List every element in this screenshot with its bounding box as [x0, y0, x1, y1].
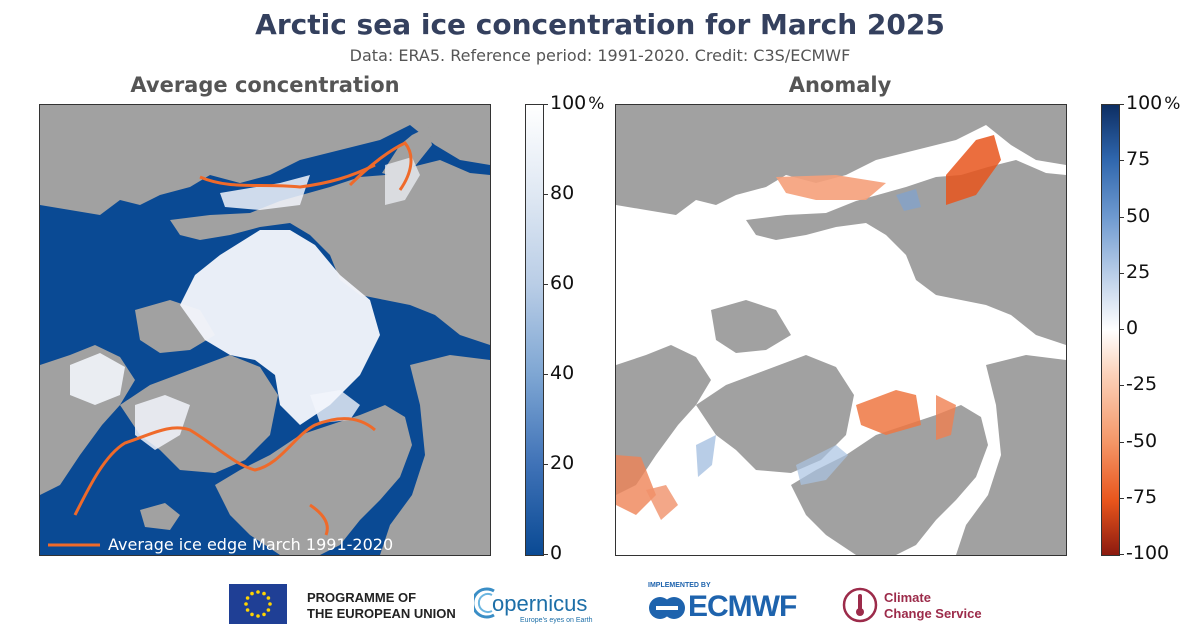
c3s-text: Climate Change Service: [884, 590, 982, 622]
anomaly-tick-mark: [1119, 216, 1124, 218]
concentration-tick-label: 80: [550, 182, 575, 204]
anomaly-patches: [616, 135, 1001, 520]
implemented-by-text: IMPLEMENTED BY: [648, 582, 711, 589]
anomaly-tick-label: -100: [1126, 542, 1170, 564]
ice-bering: [220, 175, 310, 210]
c3s-line2: Change Service: [884, 606, 982, 621]
copernicus-c-icon: [474, 587, 495, 619]
anomaly-tick-label: 75: [1126, 148, 1151, 171]
anomaly-tick-label: 0: [1126, 317, 1139, 339]
anomaly-land-archipelago: [711, 300, 791, 353]
anomaly-land-masses: [616, 105, 1066, 555]
anomaly-tick-mark: [1119, 441, 1124, 443]
ice-edge-atlantic: [73, 417, 376, 516]
anomaly-unit-label: %: [1164, 94, 1181, 114]
anomaly-bering: [776, 175, 886, 200]
concentration-tick-mark: [543, 464, 548, 465]
left-panel-title: Average concentration: [130, 73, 400, 97]
anomaly-labrador: [616, 455, 656, 515]
anomaly-land-scandinavia: [791, 405, 988, 555]
copernicus-tagline: Europe's eyes on Earth: [520, 617, 593, 624]
copernicus-name: opernicus: [492, 591, 588, 616]
ecmwf-logo: ECMWF: [648, 590, 818, 624]
page-title: Arctic sea ice concentration for March 2…: [255, 8, 945, 41]
page-subtitle: Data: ERA5. Reference period: 1991-2020.…: [349, 46, 851, 65]
ice-edge-line: [73, 141, 413, 536]
anomaly-tick-mark: [1119, 554, 1124, 555]
copernicus-logo: opernicus Europe's eyes on Earth: [474, 583, 604, 628]
anomaly-tick-mark: [1119, 272, 1124, 274]
concentration-tick-label: 60: [550, 272, 575, 294]
anomaly-tick-mark: [1119, 329, 1124, 330]
anomaly-barents: [856, 390, 921, 435]
land-scandinavia: [215, 405, 412, 555]
anomaly-okhotsk: [946, 135, 1001, 205]
anomaly-land-greenland: [696, 355, 854, 473]
anomaly-land-siberia-main: [746, 160, 1066, 345]
anomaly-tick-label: -25: [1126, 373, 1158, 396]
concentration-colorbar: [525, 104, 544, 556]
concentration-map: Average ice edge March 1991-2020: [39, 104, 491, 556]
anomaly-kara: [936, 395, 956, 440]
land-europe-east: [380, 355, 490, 555]
ice-edge-okhotsk: [348, 141, 413, 191]
anomaly-tick-mark: [1119, 497, 1124, 499]
ice-hudson-bay: [70, 353, 125, 405]
concentration-tick-label: 40: [550, 362, 575, 384]
concentration-tick-label: 0: [550, 542, 563, 564]
concentration-unit-label: %: [588, 94, 605, 114]
ecmwf-mark-icon: [649, 597, 685, 619]
anomaly-map-svg: [616, 105, 1066, 555]
concentration-tick-label: 20: [550, 452, 575, 474]
anomaly-tick-label: 100%: [1126, 92, 1181, 114]
concentration-tick-mark: [543, 374, 548, 375]
ice-edge-baltic: [309, 503, 329, 536]
anomaly-map: [615, 104, 1067, 556]
anomaly-east-blue: [796, 445, 848, 485]
land-siberia-north: [40, 105, 490, 215]
ice-edge-bering: [199, 163, 376, 189]
anomaly-baffin-blue: [696, 435, 716, 477]
right-panel-title: Anomaly: [788, 73, 892, 97]
anomaly-greenland-sea: [646, 485, 678, 520]
c3s-thermometer-icon: [841, 586, 879, 624]
concentration-tick-mark: [543, 104, 548, 105]
anomaly-chukchi-blue: [896, 189, 921, 211]
c3s-line1: Climate: [884, 590, 931, 605]
anomaly-tick-label: 25: [1126, 260, 1151, 283]
eu-line1: PROGRAMME OF: [307, 590, 417, 605]
eu-programme-text: PROGRAMME OF THE EUROPEAN UNION: [307, 590, 456, 622]
anomaly-land-siberia-north: [616, 105, 1066, 215]
eu-line2: THE EUROPEAN UNION: [307, 606, 456, 621]
land-siberia-main: [170, 160, 490, 345]
legend-label: Average ice edge March 1991-2020: [108, 535, 394, 554]
anomaly-land-europe-east: [956, 355, 1066, 555]
ice-central-arctic: [180, 230, 380, 425]
anomaly-tick-mark: [1119, 385, 1124, 387]
anomaly-colorbar: [1101, 104, 1120, 556]
ice-barents: [310, 390, 360, 423]
anomaly-tick-mark: [1119, 104, 1124, 105]
concentration-tick-mark: [543, 194, 548, 195]
ice-baffin: [135, 395, 190, 450]
eu-flag-icon: [229, 584, 287, 624]
land-iceland: [140, 503, 180, 530]
anomaly-tick-label: -75: [1126, 485, 1158, 508]
concentration-tick-label: 100%: [550, 92, 605, 114]
anomaly-tick-label: -50: [1126, 429, 1158, 452]
concentration-tick-mark: [543, 284, 548, 285]
ecmwf-text: ECMWF: [688, 590, 797, 623]
concentration-map-svg: [40, 105, 490, 555]
anomaly-tick-label: 50: [1126, 204, 1151, 227]
concentration-tick-mark: [543, 554, 548, 555]
anomaly-tick-mark: [1119, 160, 1124, 162]
